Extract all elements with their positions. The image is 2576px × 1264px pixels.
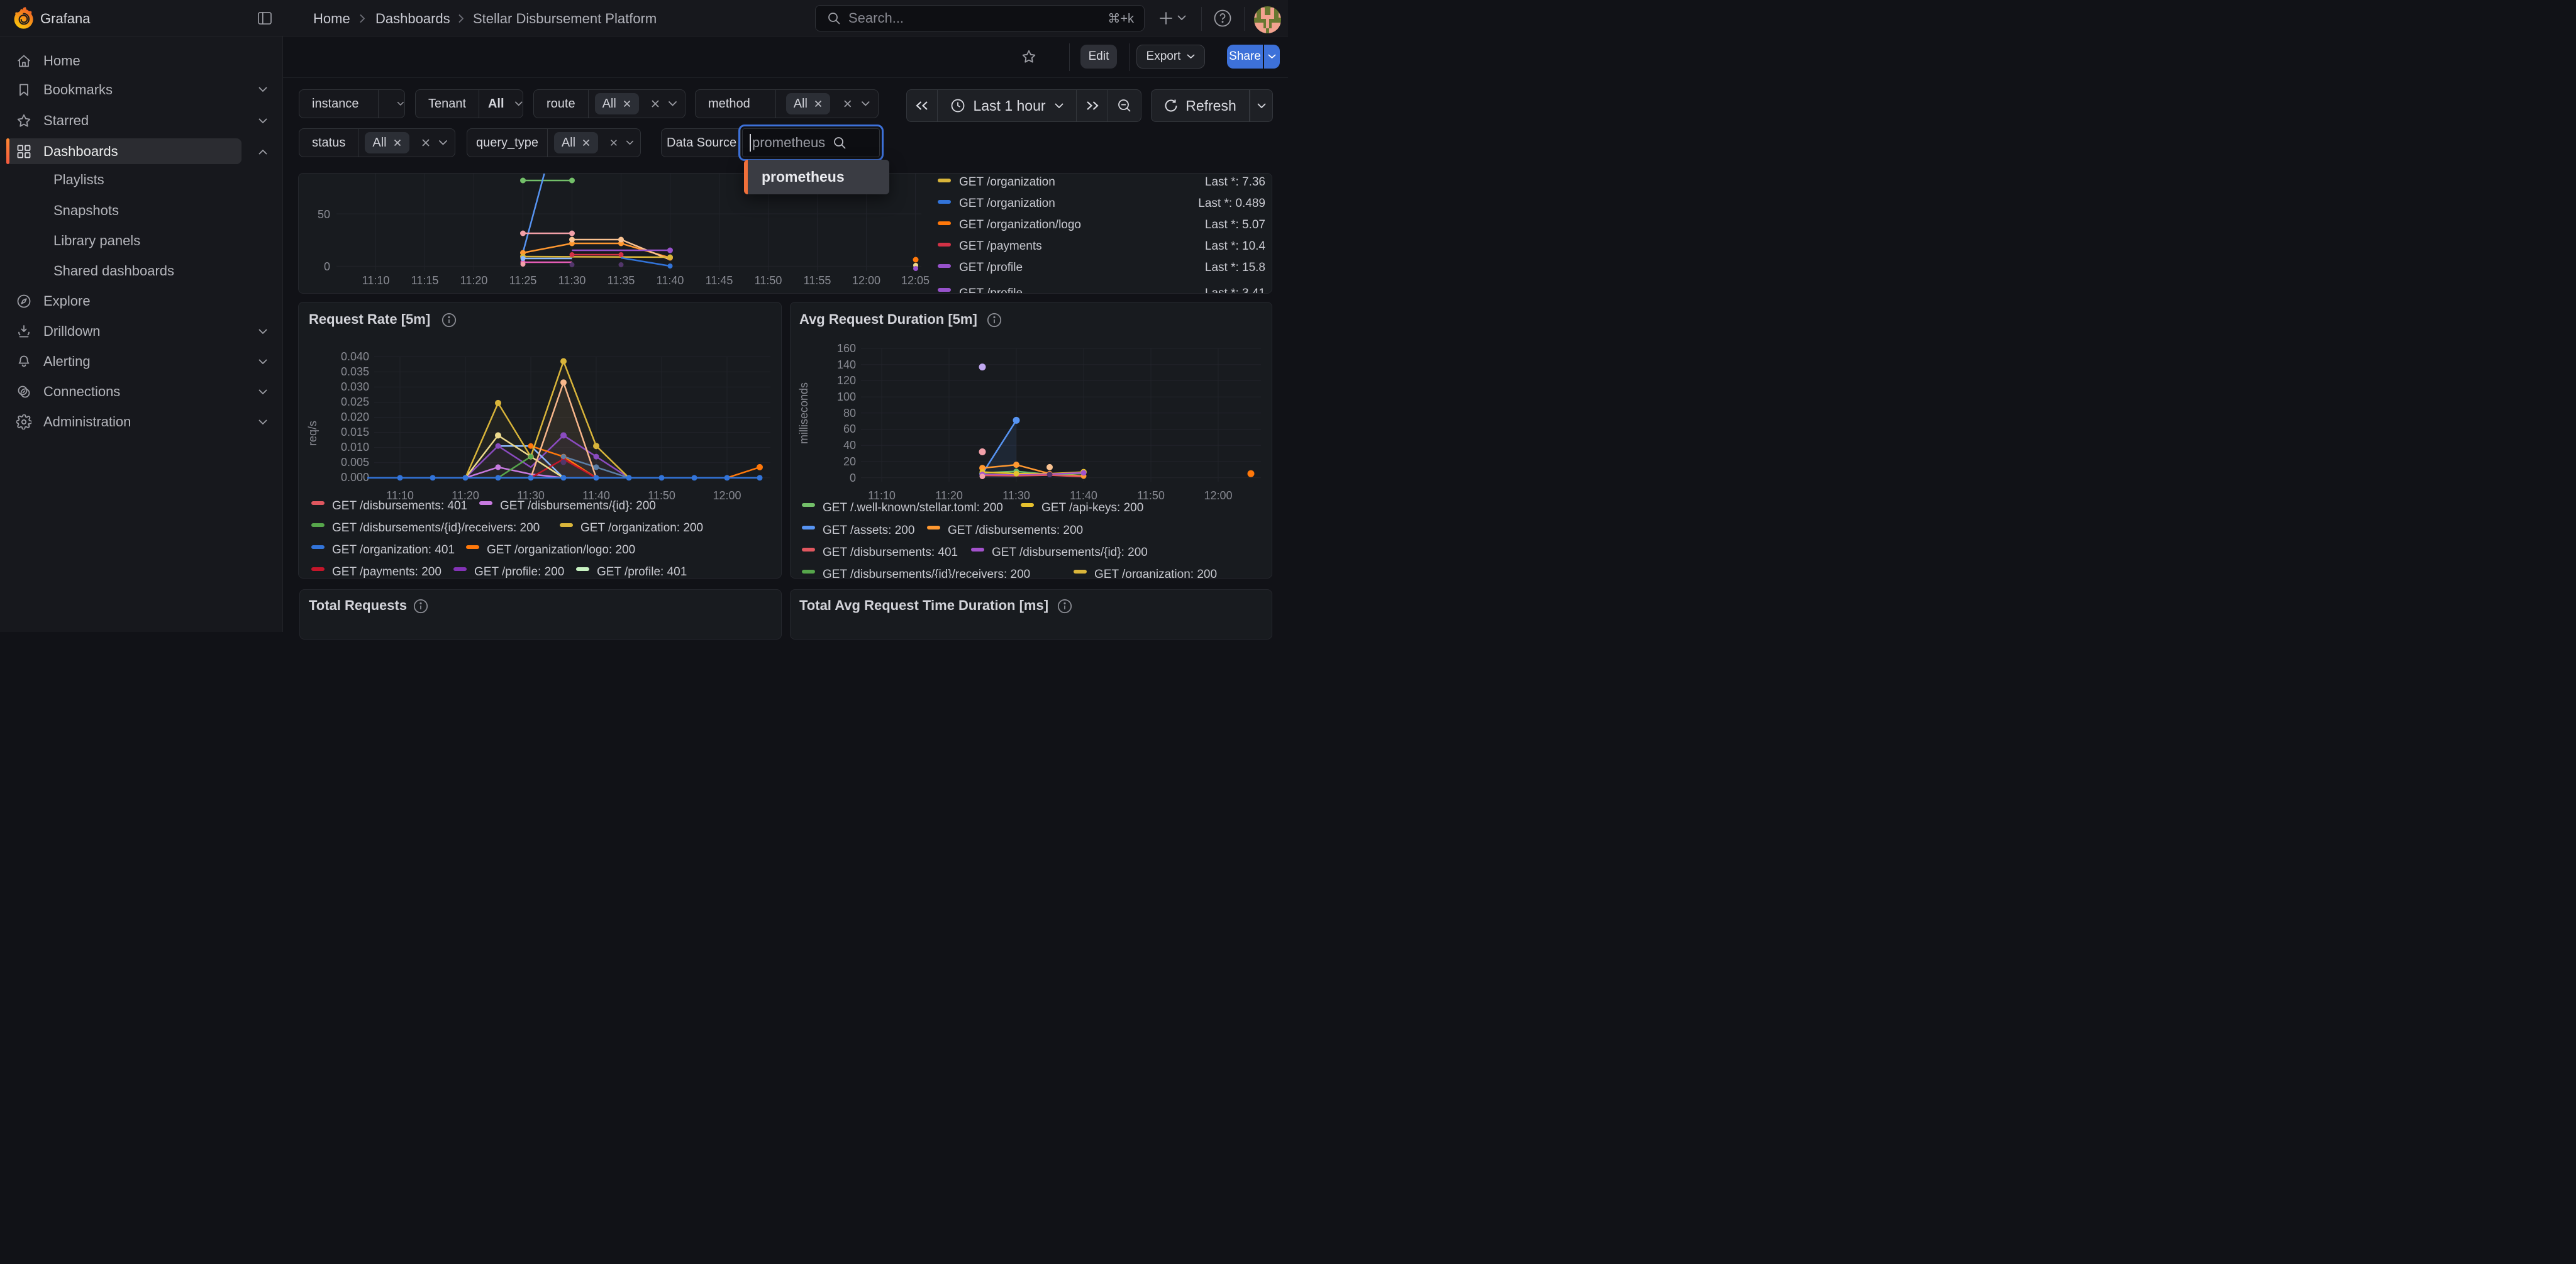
svg-text:Last *: 7.36: Last *: 7.36 [1205,175,1265,189]
svg-text:11:50: 11:50 [755,274,782,287]
svg-text:0.025: 0.025 [341,396,369,408]
svg-text:11:50: 11:50 [1137,489,1165,502]
svg-text:11:10: 11:10 [868,489,896,502]
svg-text:11:20: 11:20 [452,489,479,502]
svg-text:milliseconds: milliseconds [797,382,810,444]
svg-text:0.020: 0.020 [341,411,369,423]
svg-text:GET /disbursements/{id}: 200: GET /disbursements/{id}: 200 [992,546,1148,559]
svg-text:Last *: 5.07: Last *: 5.07 [1205,218,1265,231]
svg-text:Last *: 15.8: Last *: 15.8 [1205,261,1265,274]
svg-text:140: 140 [837,358,856,371]
svg-text:GET /profile: 401: GET /profile: 401 [597,565,687,578]
svg-text:11:10: 11:10 [362,274,390,287]
svg-text:GET /disbursements/{id}/receiv: GET /disbursements/{id}/receivers: 200 [332,521,540,535]
svg-text:req/s: req/s [306,421,319,446]
svg-text:GET /organization/logo: GET /organization/logo [959,218,1081,231]
svg-text:Last *: 0.489: Last *: 0.489 [1198,197,1265,210]
svg-text:GET /organization: GET /organization [959,197,1055,210]
svg-text:GET /disbursements: 401: GET /disbursements: 401 [823,546,958,559]
svg-text:11:20: 11:20 [935,489,963,502]
svg-text:0.015: 0.015 [341,426,369,438]
svg-text:11:55: 11:55 [804,274,831,287]
svg-text:11:20: 11:20 [460,274,488,287]
svg-text:20: 20 [843,455,856,468]
svg-text:11:30: 11:30 [1002,489,1030,502]
svg-text:GET /assets: 200: GET /assets: 200 [823,524,914,537]
svg-text:0.005: 0.005 [341,456,369,468]
svg-text:0.010: 0.010 [341,441,369,453]
svg-text:GET /organization: 200: GET /organization: 200 [580,521,703,535]
svg-text:GET /disbursements/{id}/receiv: GET /disbursements/{id}/receivers: 200 [823,568,1030,578]
svg-text:GET /profile: 200: GET /profile: 200 [474,565,564,578]
svg-text:GET /disbursements: 200: GET /disbursements: 200 [948,524,1083,537]
svg-text:GET /organization: GET /organization [959,175,1055,189]
svg-text:12:00: 12:00 [852,274,880,287]
svg-text:12:00: 12:00 [713,489,741,502]
svg-text:GET /payments: GET /payments [959,240,1042,253]
svg-text:0.035: 0.035 [341,365,369,378]
svg-text:11:40: 11:40 [1070,489,1097,502]
svg-text:80: 80 [843,407,856,419]
svg-text:40: 40 [843,439,856,452]
svg-text:GET /.well-known/stellar.toml:: GET /.well-known/stellar.toml: 200 [823,501,1003,514]
svg-text:11:25: 11:25 [509,274,537,287]
svg-text:GET /organization: 401: GET /organization: 401 [332,543,455,557]
svg-text:60: 60 [843,423,856,435]
svg-text:160: 160 [837,342,856,355]
svg-text:100: 100 [837,391,856,403]
svg-text:11:45: 11:45 [706,274,733,287]
svg-text:GET /disbursements: 401: GET /disbursements: 401 [332,499,467,513]
svg-text:11:35: 11:35 [608,274,635,287]
svg-text:0.000: 0.000 [341,471,369,484]
svg-text:11:30: 11:30 [517,489,545,502]
svg-text:11:40: 11:40 [657,274,684,287]
svg-text:50: 50 [318,208,330,221]
svg-text:12:00: 12:00 [1204,489,1232,502]
svg-text:GET /organization: 200: GET /organization: 200 [1094,568,1217,578]
svg-text:0.040: 0.040 [341,350,369,363]
svg-text:11:30: 11:30 [558,274,586,287]
svg-text:120: 120 [837,374,856,387]
svg-text:GET /profile: GET /profile [959,287,1023,293]
svg-text:GET /profile: GET /profile [959,261,1023,274]
svg-text:GET /disbursements/{id}: 200: GET /disbursements/{id}: 200 [500,499,656,513]
svg-text:0: 0 [850,472,856,484]
svg-text:11:40: 11:40 [582,489,610,502]
svg-text:0: 0 [324,260,330,273]
svg-text:0.030: 0.030 [341,380,369,393]
svg-text:GET /payments: 200: GET /payments: 200 [332,565,441,578]
svg-text:GET /api-keys: 200: GET /api-keys: 200 [1041,501,1143,514]
svg-text:11:10: 11:10 [386,489,414,502]
svg-text:Last *: 10.4: Last *: 10.4 [1205,240,1266,253]
svg-text:11:15: 11:15 [411,274,439,287]
svg-text:Last *: 3.41: Last *: 3.41 [1205,287,1265,293]
svg-text:11:50: 11:50 [648,489,675,502]
svg-text:GET /organization/logo: 200: GET /organization/logo: 200 [487,543,635,557]
svg-text:12:05: 12:05 [901,274,930,287]
